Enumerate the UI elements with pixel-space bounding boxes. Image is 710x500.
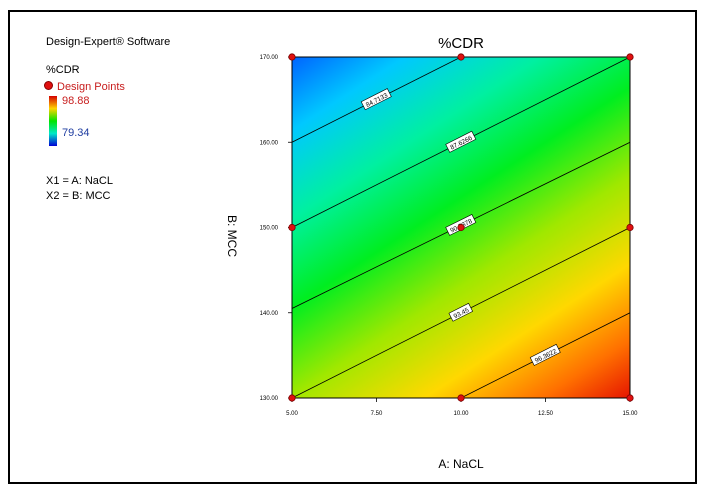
y-tick-label: 150.00: [260, 226, 279, 232]
software-label: Design-Expert® Software: [46, 36, 171, 48]
y-tick-label: 140.00: [260, 311, 279, 317]
x-tick-label: 7.50: [371, 411, 383, 417]
color-scale-high: 98.88: [62, 95, 90, 107]
y-axis-label: B: MCC: [225, 215, 239, 257]
design-point: [457, 53, 465, 61]
factor-x1: X1 = A: NaCL: [46, 175, 113, 187]
x-tick-label: 12.50: [538, 411, 554, 417]
chart-title: %CDR: [438, 35, 484, 52]
x-axis-label: A: NaCL: [438, 457, 484, 471]
y-tick-label: 170.00: [260, 55, 279, 61]
design-point: [626, 53, 634, 61]
x-tick-label: 5.00: [286, 411, 298, 417]
design-point: [288, 223, 296, 232]
response-label: %CDR: [46, 64, 80, 76]
design-point: [288, 394, 296, 402]
x-tick-label: 15.00: [622, 411, 638, 417]
design-point: [288, 53, 296, 61]
x-tick-label: 10.00: [453, 411, 469, 417]
design-point: [626, 394, 634, 402]
y-tick-label: 130.00: [260, 396, 279, 402]
color-scale-bar: [49, 96, 57, 146]
color-scale-low: 79.34: [62, 127, 90, 139]
factor-x2: X2 = B: MCC: [46, 190, 111, 202]
design-point: [457, 394, 465, 402]
design-points-legend: Design Points: [44, 81, 125, 93]
design-points-label: Design Points: [57, 81, 125, 93]
design-point: [626, 223, 634, 232]
design-point: [457, 223, 465, 232]
y-tick-label: 160.00: [260, 140, 279, 146]
design-point-icon: [44, 81, 53, 90]
